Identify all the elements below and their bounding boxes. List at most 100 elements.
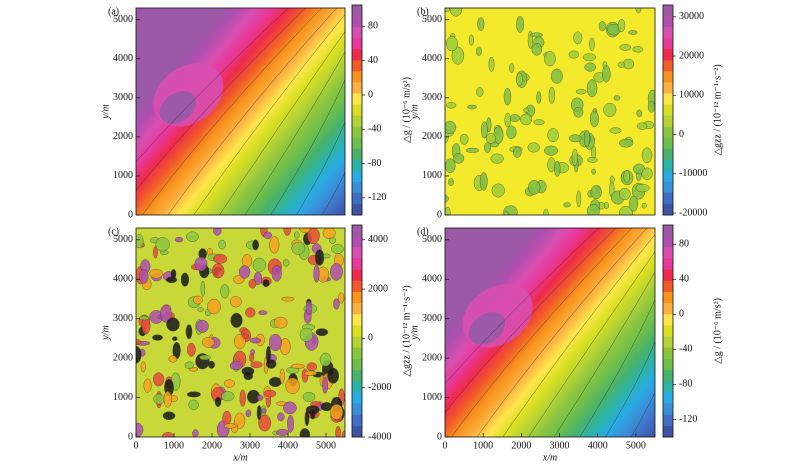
anomaly	[241, 254, 253, 268]
anomaly	[603, 201, 609, 209]
colorbar-swatch	[663, 5, 673, 17]
contour-line	[136, 8, 289, 163]
anomaly	[162, 432, 174, 437]
anomaly	[632, 46, 644, 53]
anomaly	[488, 56, 495, 72]
anomaly	[322, 228, 336, 239]
anomaly	[587, 156, 598, 163]
colorbar-tick-label: -4000	[368, 431, 391, 442]
colorbar-swatch	[352, 225, 362, 237]
colorbar-tick-label: -120	[368, 192, 386, 203]
colorbar-label: △g / (10⁻⁶ m/s²)	[712, 298, 723, 364]
colorbar-tick-label: -40	[368, 124, 381, 135]
anomaly	[571, 148, 578, 166]
anomaly	[184, 361, 194, 370]
y-tick-label: 5000	[113, 14, 133, 25]
anomaly	[271, 265, 282, 282]
anomaly	[445, 120, 457, 135]
anomaly	[635, 183, 650, 193]
colorbar-tick-label: -20000	[679, 207, 707, 218]
anomaly	[256, 394, 264, 401]
anomaly	[313, 264, 320, 283]
anomaly	[448, 178, 454, 186]
colorbar-tick-label: 0	[368, 333, 373, 344]
anomaly	[554, 160, 561, 177]
colorbar-frame	[662, 4, 674, 216]
colorbar-tick-label: -120	[679, 414, 697, 425]
contour-line	[451, 228, 633, 437]
x-tick-label: 1000	[473, 440, 493, 451]
anomaly	[314, 249, 325, 266]
anomaly	[590, 185, 602, 200]
anomaly	[619, 138, 634, 148]
colorbar-tick-label: 40	[368, 55, 378, 66]
axes-frame	[135, 7, 346, 216]
colorbar-swatch	[663, 104, 673, 116]
x-tick-label: 5000	[626, 440, 646, 451]
anomaly	[172, 336, 178, 342]
y-axis-label: y/m	[100, 104, 111, 119]
y-tick-label: 0	[128, 431, 133, 442]
colorbar-swatch	[352, 181, 362, 194]
y-tick-label: 3000	[113, 92, 133, 103]
y-tick-label: 4000	[113, 53, 133, 64]
anomaly	[573, 107, 584, 118]
anomaly	[576, 190, 582, 208]
anomaly	[603, 102, 617, 117]
colorbar-swatch	[663, 325, 673, 337]
anomaly	[180, 272, 190, 287]
contour-line	[270, 79, 345, 215]
anomaly	[623, 170, 630, 183]
anomaly	[218, 239, 226, 250]
colorbar-swatch	[352, 93, 362, 105]
anomaly	[279, 368, 285, 384]
anomaly	[609, 175, 615, 184]
anomaly	[509, 63, 515, 73]
colorbar-tick-label: 10000	[679, 90, 704, 101]
colorbar-swatch	[663, 71, 673, 83]
contour-line	[630, 391, 655, 437]
x-tick-label: 3000	[240, 440, 260, 451]
anomaly	[331, 244, 344, 254]
anomaly	[629, 195, 639, 212]
anomaly	[136, 339, 142, 346]
y-axis-label: y/m	[100, 325, 111, 340]
anomaly	[213, 228, 222, 236]
anomaly	[262, 279, 270, 288]
colorbar-swatch	[663, 93, 673, 105]
y-tick-label: 2000	[113, 352, 133, 363]
colorbar-swatch	[663, 115, 673, 127]
colorbar-swatch	[352, 336, 362, 349]
colorbar-swatch	[663, 137, 673, 149]
colorbar-swatch	[352, 414, 362, 427]
y-tick-label: 4000	[422, 274, 442, 285]
anomaly	[253, 271, 263, 285]
colorbar-tick-label: 2000	[368, 283, 388, 294]
colorbar-swatch	[352, 159, 362, 172]
anomaly	[230, 312, 243, 328]
anomaly	[168, 355, 178, 363]
anomaly	[467, 104, 477, 110]
colorbar-swatch	[352, 170, 362, 183]
x-tick-label: 3000	[550, 440, 570, 451]
x-tick-label: 0	[443, 440, 448, 451]
colorbar-tick-label: -80	[368, 158, 381, 169]
contour-line	[579, 299, 655, 437]
contour-line	[193, 14, 345, 215]
anomaly	[550, 68, 563, 84]
anomaly	[268, 376, 282, 387]
anomaly	[330, 262, 343, 281]
anomaly	[302, 392, 316, 402]
y-tick-label: 4000	[113, 274, 133, 285]
colorbar-tick-label: 80	[368, 21, 378, 32]
anomaly	[248, 278, 257, 289]
contour-line	[142, 8, 323, 215]
anomaly	[136, 234, 144, 249]
colorbar-tick-label: 0	[368, 89, 373, 100]
colorbar-swatch	[352, 325, 362, 337]
colorbar-tick-label: 30000	[679, 11, 704, 22]
colorbar-swatch	[663, 16, 673, 28]
anomaly	[277, 412, 285, 422]
anomaly	[628, 30, 638, 35]
anomaly	[307, 228, 320, 245]
